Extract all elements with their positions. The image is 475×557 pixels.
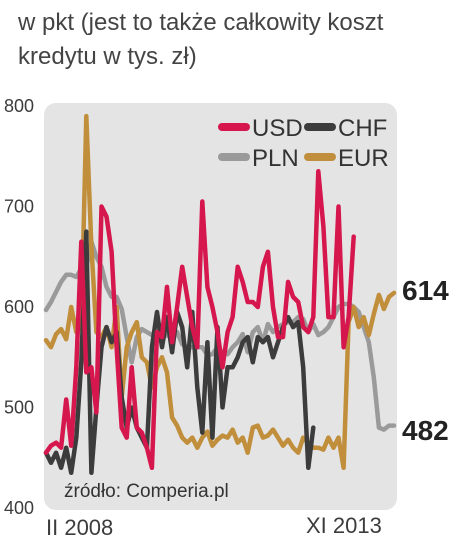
y-tick-label: 400 [4,498,34,518]
legend-label-pln: PLN [252,145,299,172]
series-lines [43,113,397,476]
x-axis-start-label: II 2008 [46,515,113,540]
legend-label-usd: USD [252,115,303,142]
legend-label-eur: EUR [338,145,389,172]
end-label-pln: 482 [402,415,449,446]
y-tick-label: 700 [4,197,34,217]
y-tick-label: 600 [4,297,34,317]
source-note: źródło: Comperia.pl [64,481,229,502]
legend: USD CHF PLN EUR [218,115,389,172]
y-tick-label: 500 [4,398,34,418]
y-tick-label: 800 [4,96,34,116]
chart-subtitle: w pkt (jest to także całkowity koszt kre… [18,9,384,70]
x-axis-end-label: XI 2013 [306,513,382,538]
series-line-chf [43,229,316,476]
legend-label-chf: CHF [338,115,387,142]
series-line-usd [43,169,356,471]
y-axis-ticks: 400 500 600 700 800 [4,96,34,518]
end-label-eur: 614 [402,275,449,306]
